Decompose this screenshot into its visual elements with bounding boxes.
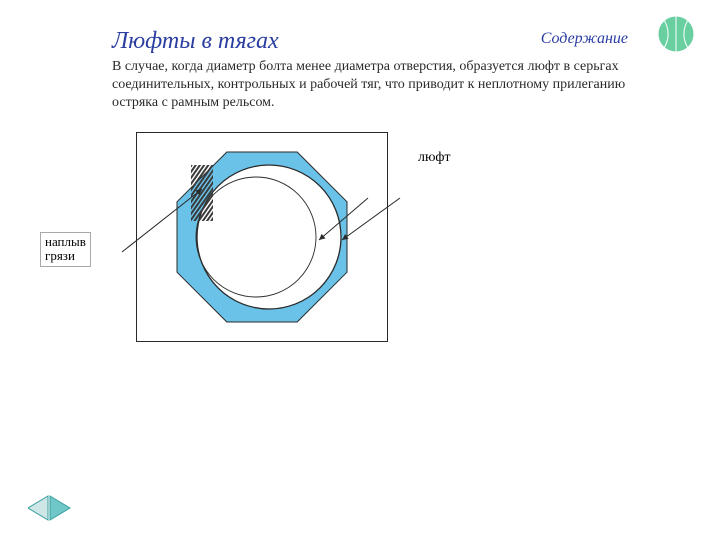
label-gap: люфт (418, 150, 451, 166)
diagram (136, 132, 388, 342)
nav-next-button[interactable] (50, 496, 70, 520)
nav-arrows (28, 494, 74, 522)
label-dirt: наплывгрязи (40, 232, 91, 267)
nav-prev-button[interactable] (28, 496, 48, 520)
globe-icon (656, 14, 696, 54)
diagram-arrows (76, 112, 446, 360)
toc-link[interactable]: Содержание (541, 30, 628, 48)
body-text: В случае, когда диаметр болта менее диам… (112, 58, 652, 113)
page-title: Люфты в тягах (112, 28, 279, 55)
